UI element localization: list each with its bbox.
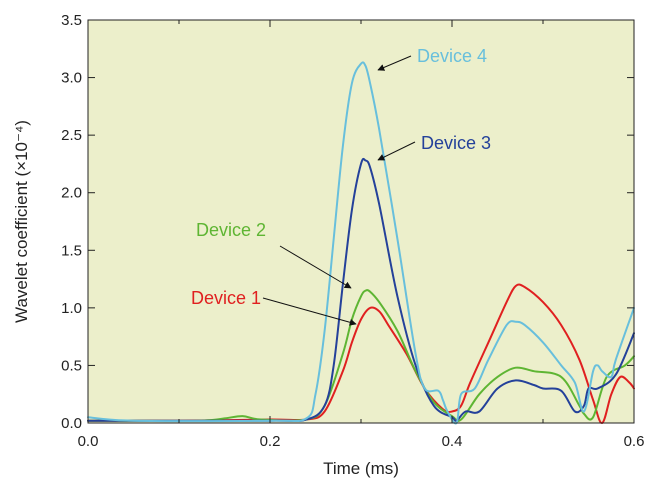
series-label-device-4: Device 4 bbox=[417, 46, 487, 66]
label-arrow-device-1 bbox=[262, 297, 357, 326]
y-tick-label: 2.0 bbox=[61, 185, 82, 202]
series-label-device-1: Device 1 bbox=[191, 288, 261, 308]
annotation-layer: Device 1 Device 2 Device 3 Device 4 bbox=[191, 46, 491, 326]
series-layer bbox=[87, 61, 635, 425]
series-line-device-4 bbox=[87, 61, 635, 425]
y-tick-label: 2.5 bbox=[61, 127, 82, 144]
x-tick-label: 0.2 bbox=[260, 433, 281, 450]
label-arrow-device-4 bbox=[377, 55, 412, 71]
label-arrow-device-2 bbox=[279, 245, 352, 289]
x-axis-label: Time (ms) bbox=[323, 459, 399, 478]
y-tick-label: 0.5 bbox=[61, 357, 82, 374]
y-tick-label: 0.0 bbox=[61, 415, 82, 432]
series-label-device-3: Device 3 bbox=[421, 133, 491, 153]
x-tick-label: 0.0 bbox=[78, 433, 99, 450]
y-tick-label: 3.0 bbox=[61, 70, 82, 87]
x-tick-label: 0.4 bbox=[442, 433, 463, 450]
plot-area bbox=[88, 20, 634, 423]
series-line-device-3 bbox=[87, 157, 635, 422]
x-tick-label: 0.6 bbox=[624, 433, 645, 450]
tick-layer: 0.0 0.2 0.4 0.6 0.0 0.5 1.0 1.5 2.0 2.5 3.0 3.5 bbox=[61, 12, 644, 450]
y-tick-label: 1.5 bbox=[61, 242, 82, 259]
label-arrow-device-3 bbox=[377, 141, 416, 161]
series-line-device-1 bbox=[87, 283, 635, 424]
y-tick-label: 1.0 bbox=[61, 300, 82, 317]
y-axis-label: Wavelet coefficient (×10⁻⁴) bbox=[12, 120, 31, 323]
series-label-device-2: Device 2 bbox=[196, 220, 266, 240]
y-tick-label: 3.5 bbox=[61, 12, 82, 29]
